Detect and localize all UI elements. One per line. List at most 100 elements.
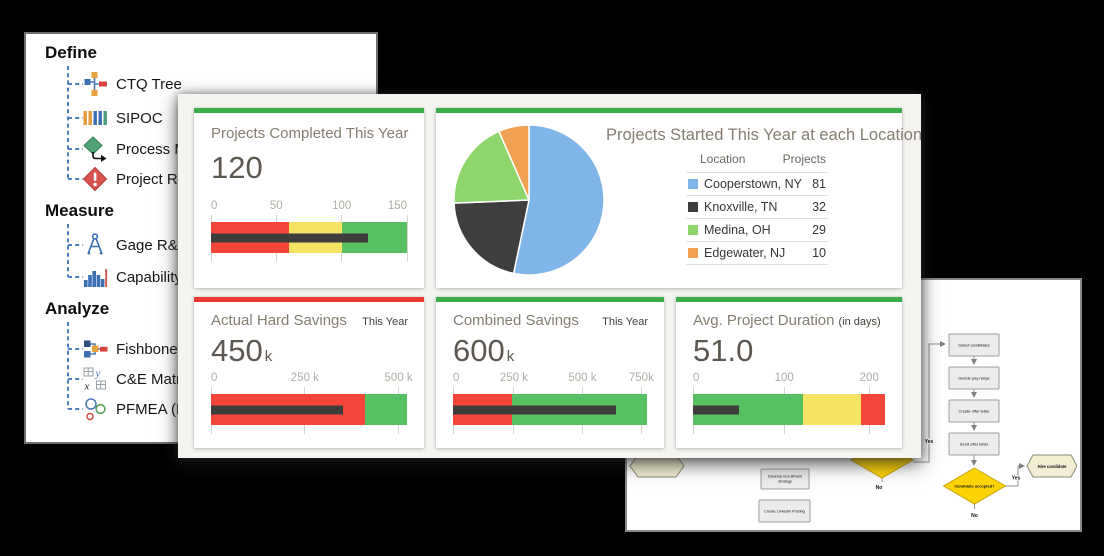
flow-connector-yes xyxy=(1005,463,1025,487)
kpi-card-avg-project-duration[interactable]: Avg. Project Duration (in days) 51.0 0 100… xyxy=(676,297,902,448)
legend-header-location: Location xyxy=(700,152,746,166)
card-accent-bar xyxy=(194,297,424,302)
card-title-suffix: (in days) xyxy=(838,316,881,328)
axis-tick-label: 500 k xyxy=(568,372,597,384)
tree-section-analyze: Analyze xyxy=(45,299,110,318)
card-title: Avg. Project Duration (in days) xyxy=(693,312,881,329)
bullet-axis: 0 50 100 150 xyxy=(211,200,407,215)
axis-tick-label: 500 k xyxy=(384,372,413,384)
bullet-chart: 0 250 k 500 k 750k xyxy=(452,372,654,434)
flow-step-box[interactable] xyxy=(948,333,1000,357)
legend-row[interactable]: Medina, OH 29 xyxy=(686,219,828,242)
flow-no-label: No xyxy=(876,485,883,491)
flow-result-label: Hire candidate xyxy=(1038,464,1068,469)
legend-label: Cooperstown, NY xyxy=(704,177,802,191)
kpi-card-actual-hard-savings[interactable]: Actual Hard Savings This Year 450 k 0 250 … xyxy=(194,297,424,448)
sidebar-item-fishbone[interactable]: Fishbone xyxy=(82,336,178,362)
legend-label: Medina, OH xyxy=(704,223,771,237)
sidebar-item-gage-r-r[interactable]: Gage R&R xyxy=(82,232,189,258)
bullet-measure-bar xyxy=(211,233,368,242)
project-risk-icon xyxy=(82,166,108,192)
bullet-chart: 0 100 200 xyxy=(692,372,885,434)
bullet-measure-bar xyxy=(693,405,739,414)
pie-slice-3[interactable] xyxy=(497,124,530,201)
kpi-value: 450 k xyxy=(211,333,272,369)
kpi-value-number: 51.0 xyxy=(693,333,754,368)
sidebar-item-project-r[interactable]: Project R xyxy=(82,166,178,192)
bullet-range-red xyxy=(861,394,885,425)
sipoc-icon xyxy=(82,105,108,131)
flow-step-label: Decide pay range xyxy=(958,376,990,381)
sidebar-item-label: Project R xyxy=(116,170,178,188)
axis-tick-label: 100 xyxy=(332,200,352,212)
process-map-icon xyxy=(82,136,108,162)
flow-step-box[interactable] xyxy=(948,432,1000,456)
legend-row[interactable]: Knoxville, TN 32 xyxy=(686,196,828,219)
card-accent-bar xyxy=(676,297,902,302)
kpi-value: 51.0 xyxy=(693,333,755,369)
axis-tick-label: 250 k xyxy=(499,372,528,384)
legend-row[interactable]: Cooperstown, NY 81 xyxy=(686,173,828,196)
bullet-track xyxy=(210,387,407,434)
tree-section-define: Define xyxy=(45,43,97,62)
sidebar-item-process-m[interactable]: Process M xyxy=(82,136,187,162)
flow-step-box[interactable] xyxy=(948,399,1000,423)
sidebar-item-label: SIPOC xyxy=(116,109,163,127)
flow-step-box[interactable] xyxy=(758,499,811,523)
legend-row[interactable]: Edgewater, NJ 10 xyxy=(686,242,828,265)
sidebar-item-capability[interactable]: Capability xyxy=(82,264,182,290)
dashboard-panel[interactable]: Projects Completed This Year 120 0 50 100 1… xyxy=(178,94,923,458)
card-title-text: Avg. Project Duration xyxy=(693,312,835,329)
axis-tick-label: 0 xyxy=(211,372,218,384)
tree-section-measure: Measure xyxy=(45,201,114,220)
card-accent-bar xyxy=(436,297,664,302)
flow-decision-diamond[interactable] xyxy=(942,467,1007,505)
flow-step-label: Create LinkedIn Posting xyxy=(764,510,805,514)
sidebar-item-c-e-matr[interactable]: y x C&E Matr xyxy=(82,366,181,393)
bullet-measure-bar xyxy=(211,405,344,414)
card-title: Projects Started This Year at each Locat… xyxy=(606,126,923,144)
fishbone-icon xyxy=(82,336,108,362)
sidebar-item-label: Gage R&R xyxy=(116,236,189,254)
bullet-range-yellow xyxy=(803,394,862,425)
axis-tick-label: 0 xyxy=(211,200,218,212)
axis-tick-label: 250 k xyxy=(290,372,319,384)
kpi-card-projects-completed[interactable]: Projects Completed This Year 120 0 50 100 1… xyxy=(194,108,424,288)
pie-slice-2[interactable] xyxy=(453,130,531,204)
pie-legend-table: Location Projects Cooperstown, NY 81 Knoxvil… xyxy=(686,152,828,265)
kpi-value: 120 xyxy=(211,150,265,186)
bullet-track xyxy=(452,387,647,434)
legend-value: 10 xyxy=(812,246,826,260)
sidebar-item-label: CTQ Tree xyxy=(116,75,182,93)
pie-slice-0[interactable] xyxy=(512,124,605,276)
legend-swatch xyxy=(688,202,698,212)
sidebar-item-ctq-tree[interactable]: CTQ Tree xyxy=(82,71,182,97)
sidebar-item-sipoc[interactable]: SIPOC xyxy=(82,105,163,131)
card-accent-bar xyxy=(436,108,902,113)
sidebar-item-label: Fishbone xyxy=(116,340,178,358)
legend-header-row: Location Projects xyxy=(686,152,828,173)
pie-slice-1[interactable] xyxy=(453,199,530,275)
legend-swatch xyxy=(688,179,698,189)
gage-rr-icon xyxy=(82,232,108,258)
kpi-card-combined-savings[interactable]: Combined Savings This Year 600 k 0 250 k 50… xyxy=(436,297,664,448)
card-accent-bar xyxy=(194,108,424,113)
flow-step-box[interactable] xyxy=(760,468,810,490)
legend-swatch xyxy=(688,248,698,258)
flow-step-box[interactable] xyxy=(948,366,1000,390)
bullet-chart: 0 250 k 500 k xyxy=(210,372,413,434)
flow-step-label: strategy xyxy=(778,480,792,484)
legend-value: 81 xyxy=(812,177,826,191)
axis-tick-label: 50 xyxy=(269,200,283,212)
flow-result-hexagon[interactable] xyxy=(1026,454,1078,478)
bullet-axis: 0 100 200 xyxy=(693,372,885,387)
pie-chart xyxy=(453,124,605,276)
pie-card-projects-by-location[interactable]: Projects Started This Year at each Locat… xyxy=(436,108,923,288)
period-badge: This Year xyxy=(602,316,648,328)
sidebar-item-pfmea-f[interactable]: PFMEA (F xyxy=(82,396,185,422)
flow-result-hexagon[interactable] xyxy=(629,454,685,478)
axis-tick-label: 0 xyxy=(453,372,460,384)
svg-text:y: y xyxy=(95,368,101,380)
card-title: Projects Completed This Year xyxy=(211,125,409,142)
